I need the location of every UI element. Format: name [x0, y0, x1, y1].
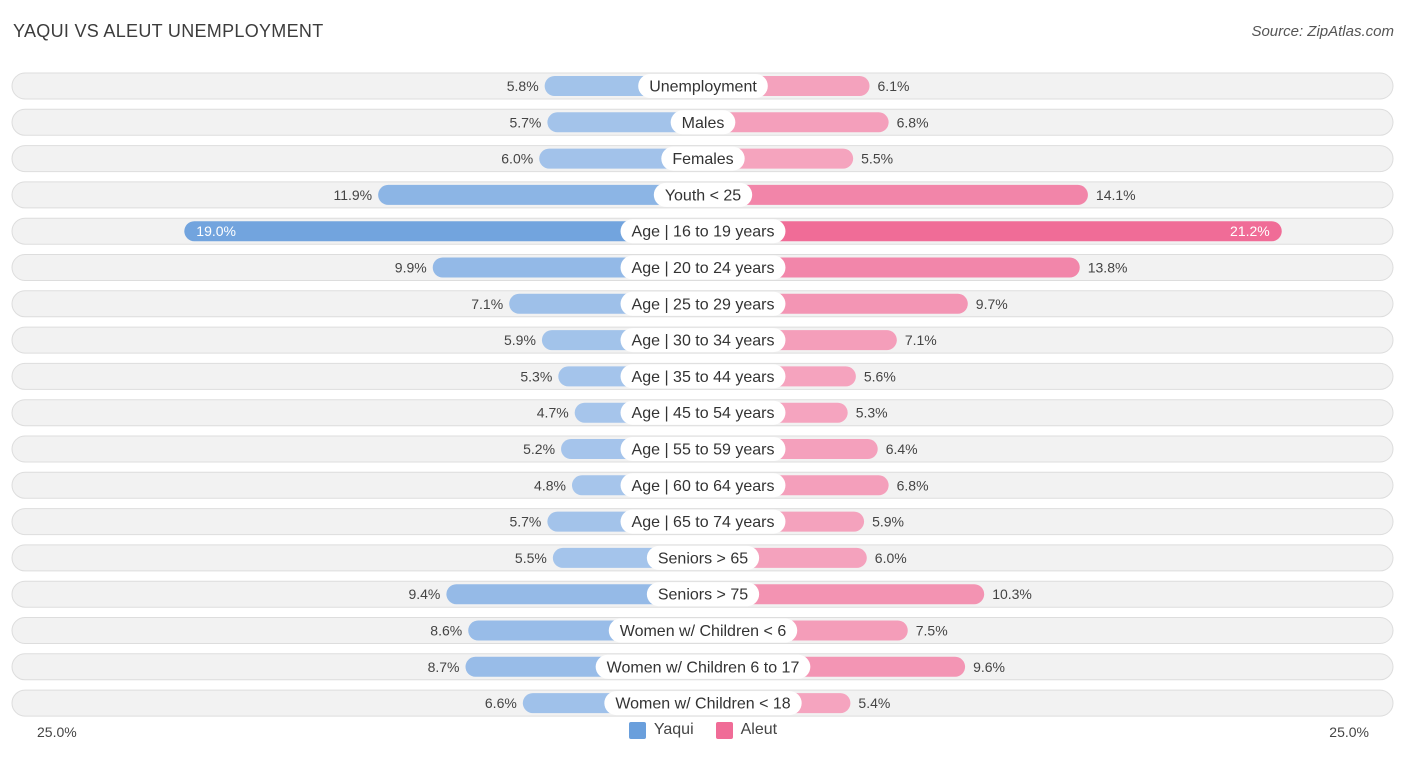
- aleut-value-label: 7.1%: [905, 332, 937, 348]
- aleut-bar: [703, 184, 1088, 205]
- category-label: Age | 60 to 64 years: [632, 478, 775, 495]
- aleut-value-label: 5.5%: [861, 151, 893, 167]
- category-label: Seniors > 75: [658, 587, 748, 604]
- yaqui-value-label: 5.9%: [504, 332, 536, 348]
- category-label: Age | 20 to 24 years: [632, 260, 775, 277]
- legend-item-yaqui[interactable]: Yaqui: [628, 721, 694, 739]
- aleut-value-label: 5.9%: [872, 514, 904, 530]
- yaqui-value-label: 5.7%: [509, 114, 541, 130]
- category-label-pill: [620, 509, 786, 534]
- aleut-swatch-icon: [715, 721, 733, 739]
- aleut-value-label: 13.8%: [1088, 260, 1128, 276]
- category-label-pill: [620, 219, 786, 244]
- category-label-pill: [670, 110, 736, 135]
- yaqui-value-label: 9.4%: [408, 586, 440, 602]
- legend-label-aleut: Aleut: [740, 721, 778, 738]
- yaqui-bar: [184, 221, 704, 242]
- aleut-value-label: 5.3%: [856, 405, 888, 421]
- category-label: Age | 55 to 59 years: [632, 442, 775, 459]
- aleut-bar: [703, 584, 985, 605]
- category-label-pill: [620, 437, 786, 461]
- aleut-value-label: 6.8%: [897, 114, 929, 130]
- category-label-pill: [620, 364, 786, 389]
- aleut-value-label: 9.7%: [976, 296, 1008, 312]
- category-label: Seniors > 65: [658, 550, 748, 567]
- aleut-value-label: 6.4%: [886, 441, 918, 457]
- yaqui-bar: [547, 112, 703, 133]
- source-label: Source: ZipAtlas.com: [1251, 23, 1394, 40]
- legend: Yaqui Aleut: [0, 721, 1406, 739]
- category-label-pill: [620, 473, 786, 498]
- axis-right-label: 25.0%: [1329, 724, 1369, 740]
- axis-left-label: 25.0%: [37, 724, 77, 740]
- yaqui-bar: [446, 584, 703, 605]
- category-label-pill: [604, 691, 802, 716]
- category-label-pill: [653, 182, 753, 207]
- category-label: Women w/ Children < 18: [615, 696, 790, 713]
- aleut-bar: [703, 112, 889, 133]
- category-label: Males: [682, 115, 725, 132]
- aleut-value-label: 6.1%: [878, 78, 910, 94]
- legend-item-aleut[interactable]: Aleut: [715, 721, 778, 739]
- yaqui-value-label: 11.9%: [333, 187, 372, 203]
- aleut-value-label: 6.8%: [897, 477, 929, 493]
- yaqui-bar: [378, 184, 703, 205]
- category-label: Age | 30 to 34 years: [632, 333, 775, 350]
- yaqui-value-label: 19.0%: [196, 223, 236, 239]
- aleut-value-label: 6.0%: [875, 550, 907, 566]
- category-label: Women w/ Children < 6: [620, 623, 787, 640]
- yaqui-value-label: 4.7%: [537, 405, 569, 421]
- category-label: Age | 45 to 54 years: [632, 405, 775, 422]
- category-label-pill: [661, 146, 745, 171]
- yaqui-value-label: 9.9%: [395, 260, 427, 276]
- aleut-value-label: 14.1%: [1096, 187, 1136, 203]
- chart-title: YAQUI VS ALEUT UNEMPLOYMENT: [13, 21, 324, 41]
- yaqui-value-label: 7.1%: [471, 296, 503, 312]
- category-label-pill: [646, 582, 760, 607]
- aleut-bar: [703, 257, 1080, 278]
- category-label-pill: [620, 291, 786, 316]
- category-label: Age | 35 to 44 years: [632, 369, 775, 386]
- aleut-value-label: 9.6%: [973, 659, 1005, 675]
- category-label: Youth < 25: [665, 187, 741, 204]
- yaqui-value-label: 5.5%: [515, 550, 547, 566]
- aleut-value-label: 7.5%: [916, 623, 948, 639]
- category-label: Age | 16 to 19 years: [632, 224, 775, 241]
- category-label-pill: [595, 654, 811, 679]
- category-label-pill: [638, 74, 768, 98]
- category-label-pill: [646, 545, 760, 570]
- yaqui-bar: [539, 148, 703, 169]
- category-label-pill: [620, 255, 786, 280]
- category-label-pill: [620, 400, 786, 425]
- aleut-value-label: 10.3%: [992, 586, 1032, 602]
- yaqui-value-label: 5.3%: [520, 368, 552, 384]
- legend-label-yaqui: Yaqui: [653, 721, 694, 738]
- aleut-value-label: 21.2%: [1230, 223, 1270, 239]
- aleut-value-label: 5.4%: [858, 695, 890, 711]
- yaqui-value-label: 6.0%: [501, 151, 533, 167]
- category-label: Females: [672, 151, 733, 168]
- yaqui-value-label: 6.6%: [485, 695, 517, 711]
- yaqui-value-label: 5.2%: [523, 441, 555, 457]
- category-label: Unemployment: [649, 79, 757, 96]
- yaqui-value-label: 8.6%: [430, 623, 462, 639]
- yaqui-value-label: 5.8%: [507, 78, 539, 94]
- aleut-value-label: 5.6%: [864, 368, 896, 384]
- yaqui-value-label: 4.8%: [534, 477, 566, 493]
- category-label-pill: [608, 618, 798, 643]
- yaqui-value-label: 8.7%: [428, 659, 460, 675]
- yaqui-value-label: 5.7%: [509, 514, 541, 530]
- yaqui-swatch-icon: [628, 721, 646, 739]
- category-label: Age | 25 to 29 years: [632, 296, 775, 313]
- category-label: Women w/ Children 6 to 17: [607, 659, 800, 676]
- category-label: Age | 65 to 74 years: [632, 514, 775, 531]
- category-label-pill: [620, 328, 786, 353]
- aleut-bar: [703, 221, 1282, 242]
